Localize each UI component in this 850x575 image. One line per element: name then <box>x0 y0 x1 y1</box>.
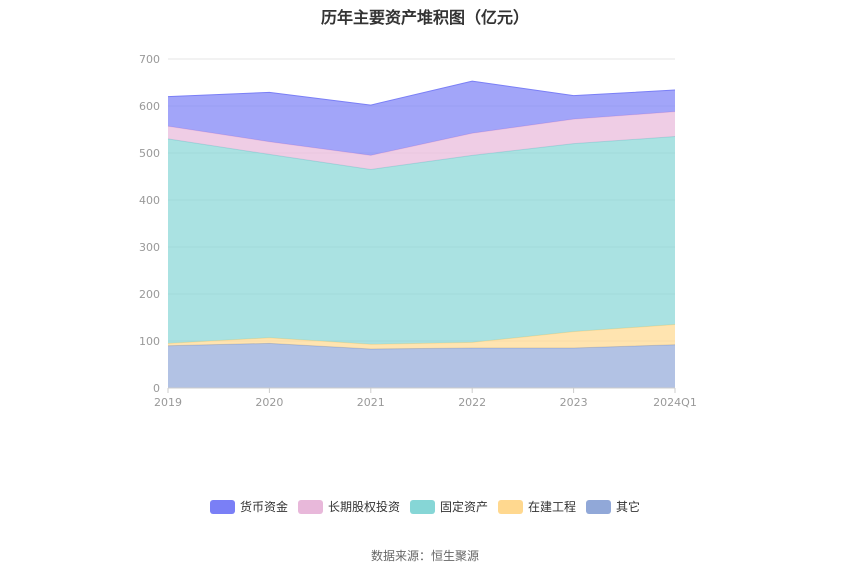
x-tick-label: 2019 <box>154 396 182 409</box>
legend-item[interactable]: 其它 <box>586 498 640 515</box>
legend-item[interactable]: 在建工程 <box>498 498 576 515</box>
legend-label: 固定资产 <box>439 500 488 514</box>
y-tick-label: 0 <box>153 382 160 395</box>
axes: 0 100 200 300 400 500 600 700 2019 2020 2021 2022 20… <box>139 53 697 409</box>
y-tick-label: 400 <box>139 194 160 207</box>
legend-label: 货币资金 <box>239 500 288 514</box>
x-tick-label: 2023 <box>560 396 588 409</box>
area-series-4-line <box>167 80 676 106</box>
y-tick-label: 700 <box>139 53 160 66</box>
legend-item[interactable]: 货币资金 <box>209 498 288 515</box>
x-tick-label: 2022 <box>458 396 486 409</box>
y-tick-label: 300 <box>139 241 160 254</box>
area-series-0[interactable] <box>168 343 675 388</box>
x-tick-label: 2024Q1 <box>653 396 697 409</box>
legend-label: 长期股权投资 <box>327 500 400 514</box>
y-tick-label: 600 <box>139 100 160 113</box>
chart-title: 历年主要资产堆积图（亿元） <box>320 8 529 27</box>
legend: 货币资金 长期股权投资 固定资产 在建工程 其它 <box>0 498 850 515</box>
x-tick-label: 2021 <box>357 396 385 409</box>
area-series-group <box>167 80 676 388</box>
legend-swatch <box>586 499 612 514</box>
y-tick-label: 500 <box>139 147 160 160</box>
x-tick-label: 2020 <box>255 396 283 409</box>
legend-label: 其它 <box>616 500 641 514</box>
legend-swatch <box>297 499 323 514</box>
legend-item[interactable]: 长期股权投资 <box>297 498 400 515</box>
y-tick-label: 200 <box>139 288 160 301</box>
y-tick-label: 100 <box>139 335 160 348</box>
area-series-4[interactable] <box>168 81 675 156</box>
legend-item[interactable]: 固定资产 <box>409 498 488 515</box>
area-series-2[interactable] <box>168 136 675 345</box>
area-series-3[interactable] <box>168 111 675 170</box>
data-source-note: 数据来源：恒生聚源 <box>370 549 479 563</box>
legend-swatch <box>209 499 235 514</box>
legend-label: 在建工程 <box>528 500 577 514</box>
legend-swatch <box>409 499 435 514</box>
legend-swatch <box>498 499 523 514</box>
area-series-1[interactable] <box>168 324 675 349</box>
